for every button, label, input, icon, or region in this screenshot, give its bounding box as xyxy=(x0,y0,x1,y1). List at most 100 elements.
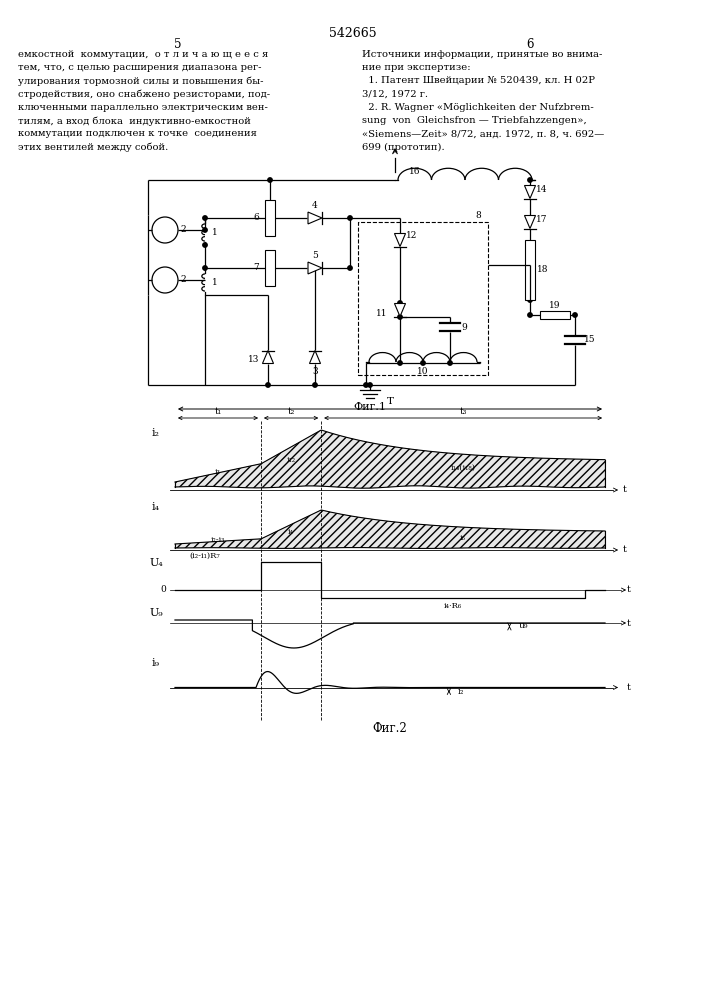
Circle shape xyxy=(573,313,577,317)
Circle shape xyxy=(266,383,270,387)
Text: 12: 12 xyxy=(407,232,418,240)
Text: t₁: t₁ xyxy=(214,406,221,416)
Text: 18: 18 xyxy=(537,265,549,274)
Text: i₃: i₃ xyxy=(215,468,221,476)
Text: t₂: t₂ xyxy=(288,406,295,416)
Text: t: t xyxy=(627,618,631,628)
Polygon shape xyxy=(310,351,320,363)
Circle shape xyxy=(203,266,207,270)
Circle shape xyxy=(398,301,402,305)
Text: этих вентилей между собой.: этих вентилей между собой. xyxy=(18,142,168,152)
Text: t: t xyxy=(623,546,627,554)
Bar xyxy=(525,240,535,300)
Text: 17: 17 xyxy=(536,215,548,224)
Text: i₁₂: i₁₂ xyxy=(286,456,296,464)
Text: 699 (прототип).: 699 (прототип). xyxy=(362,142,445,152)
Text: улирования тормозной силы и повышения бы-: улирования тормозной силы и повышения бы… xyxy=(18,76,264,86)
Text: 1: 1 xyxy=(212,228,218,237)
Text: t: t xyxy=(627,585,631,594)
Circle shape xyxy=(348,266,352,270)
Circle shape xyxy=(528,178,532,182)
Text: стродействия, оно снабжено резисторами, под-: стродействия, оно снабжено резисторами, … xyxy=(18,90,270,99)
Polygon shape xyxy=(308,262,322,274)
Circle shape xyxy=(203,228,207,232)
Text: t: t xyxy=(627,683,631,692)
Text: i₄: i₄ xyxy=(152,502,160,512)
Text: 1: 1 xyxy=(212,278,218,287)
Bar xyxy=(358,222,488,375)
Text: i₁₄(i₁₈): i₁₄(i₁₈) xyxy=(450,464,476,472)
Circle shape xyxy=(398,315,402,319)
Text: 15: 15 xyxy=(584,336,596,344)
Text: (i₂-i₁)R₇: (i₂-i₁)R₇ xyxy=(189,552,221,560)
Text: i₂: i₂ xyxy=(457,687,464,696)
Text: 4: 4 xyxy=(312,202,318,211)
Text: 542665: 542665 xyxy=(329,27,377,40)
Circle shape xyxy=(348,216,352,220)
Text: Фиг.1: Фиг.1 xyxy=(354,402,387,412)
Text: 10: 10 xyxy=(417,367,428,376)
Text: i₄·R₆: i₄·R₆ xyxy=(444,602,462,610)
Circle shape xyxy=(448,361,452,365)
Text: емкостной  коммутации,  о т л и ч а ю щ е е с я: емкостной коммутации, о т л и ч а ю щ е … xyxy=(18,50,268,59)
Polygon shape xyxy=(525,186,535,198)
Text: 5: 5 xyxy=(174,38,182,51)
Text: Источники информации, принятые во внима-: Источники информации, принятые во внима- xyxy=(362,50,602,59)
Circle shape xyxy=(364,383,368,387)
Text: ключенными параллельно электрическим вен-: ключенными параллельно электрическим вен… xyxy=(18,103,268,112)
Text: 3: 3 xyxy=(312,366,318,375)
Text: T: T xyxy=(387,397,394,406)
Text: коммутации подключен к точке  соединения: коммутации подключен к точке соединения xyxy=(18,129,257,138)
Text: t: t xyxy=(623,486,627,494)
Text: i₉: i₉ xyxy=(152,658,160,668)
Circle shape xyxy=(398,361,402,365)
Circle shape xyxy=(203,243,207,247)
Text: тем, что, с целью расширения диапазона рег-: тем, что, с целью расширения диапазона р… xyxy=(18,63,262,72)
Text: 8: 8 xyxy=(475,211,481,220)
Text: 11: 11 xyxy=(376,308,387,318)
Text: 1. Патент Швейцарии № 520439, кл. Н 02Р: 1. Патент Швейцарии № 520439, кл. Н 02Р xyxy=(362,76,595,85)
Circle shape xyxy=(528,313,532,317)
Circle shape xyxy=(152,217,178,243)
Polygon shape xyxy=(262,351,274,363)
Text: U₉: U₉ xyxy=(149,608,163,618)
Circle shape xyxy=(268,178,272,182)
Text: 7: 7 xyxy=(253,263,259,272)
Text: 14: 14 xyxy=(536,184,548,194)
Polygon shape xyxy=(395,233,406,246)
Circle shape xyxy=(368,383,372,387)
Text: i₄: i₄ xyxy=(288,528,294,536)
Bar xyxy=(540,311,570,319)
Text: t₃: t₃ xyxy=(460,406,467,416)
Text: 3/12, 1972 г.: 3/12, 1972 г. xyxy=(362,90,428,99)
Text: i₂-i₃: i₂-i₃ xyxy=(211,536,226,544)
Circle shape xyxy=(421,361,425,365)
Text: 2: 2 xyxy=(180,275,186,284)
Polygon shape xyxy=(525,216,535,229)
Polygon shape xyxy=(395,304,406,316)
Bar xyxy=(265,200,275,236)
Text: 2. R. Wagner «Möglichkeiten der Nufzbrem-: 2. R. Wagner «Möglichkeiten der Nufzbrem… xyxy=(362,103,594,112)
Text: 13: 13 xyxy=(248,355,259,363)
Circle shape xyxy=(312,383,317,387)
Text: 0: 0 xyxy=(160,585,166,594)
Circle shape xyxy=(152,267,178,293)
Text: sung  von  Gleichsfron — Triebfahzzengen»,: sung von Gleichsfron — Triebfahzzengen», xyxy=(362,116,587,125)
Bar xyxy=(265,250,275,286)
Polygon shape xyxy=(308,212,322,224)
Text: u₉: u₉ xyxy=(519,621,528,631)
Text: 9: 9 xyxy=(461,322,467,332)
Text: 6: 6 xyxy=(253,214,259,223)
Text: 5: 5 xyxy=(312,251,318,260)
Text: «Siemens—Zeit» 8/72, анд. 1972, п. 8, ч. 692—: «Siemens—Zeit» 8/72, анд. 1972, п. 8, ч.… xyxy=(362,129,604,138)
Circle shape xyxy=(528,298,532,302)
Text: i₂: i₂ xyxy=(152,428,160,438)
Text: 2: 2 xyxy=(180,226,186,234)
Text: ние при экспертизе:: ние при экспертизе: xyxy=(362,63,471,72)
Text: 19: 19 xyxy=(549,300,561,310)
Text: 16: 16 xyxy=(409,166,421,176)
Circle shape xyxy=(203,216,207,220)
Text: i₆: i₆ xyxy=(460,534,466,542)
Text: 6: 6 xyxy=(526,38,534,51)
Text: тилям, а вход блока  индуктивно-емкостной: тилям, а вход блока индуктивно-емкостной xyxy=(18,116,251,125)
